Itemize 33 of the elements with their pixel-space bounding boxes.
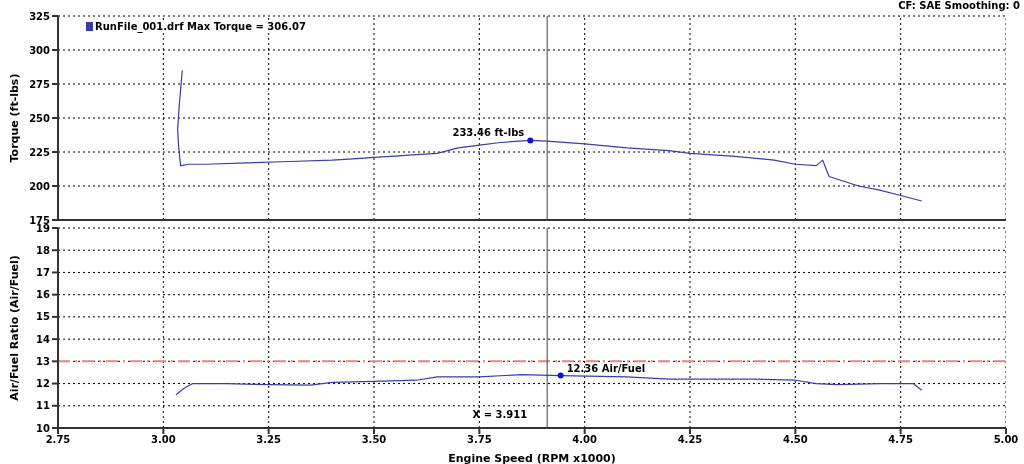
x-tick-label: 3.00 [150,434,176,446]
y-tick-label: 15 [36,311,51,323]
x-tick-label: 3.50 [361,434,387,446]
y-tick-label: 250 [29,112,51,124]
x-tick-label: 4.50 [782,434,808,446]
y-tick-label: 10 [36,422,51,434]
x-tick-label: 2.75 [45,434,71,446]
y-tick-label: 17 [36,266,51,278]
text: CF: SAE Smoothing: 0 [898,0,1020,11]
y-tick-label: 16 [36,289,51,301]
annotation: 12.36 Air/Fuel [566,362,646,374]
y-tick-label: 275 [29,78,51,90]
y-tick-label: 14 [36,333,51,345]
legend-label: RunFile_001.drf Max Torque = 306.07 [86,21,306,32]
x-tick-label: 3.75 [466,434,492,446]
annotation: 233.46 ft-lbs [452,127,525,139]
x-tick-label: 3.25 [256,434,282,446]
y-tick-label: 200 [29,180,51,192]
y-axis-title: Torque (ft-lbs) [7,73,21,163]
x-tick-label: 4.75 [888,434,914,446]
y-tick-label: 18 [36,244,51,256]
x-tick-label: 4.25 [677,434,703,446]
y-axis-title: Air/Fuel Ratio (Air/Fuel) [7,255,21,401]
ref-line-label: X = 3.911 [472,409,528,420]
y-tick-label: 13 [36,355,51,367]
y-tick-label: 325 [29,10,51,22]
x-axis-title: Engine Speed (RPM x1000) [448,452,616,464]
y-tick-label: 300 [29,44,51,56]
y-tick-label: 12 [36,378,51,390]
y-tick-label: 11 [36,400,51,412]
y-tick-label: 225 [29,146,51,158]
x-tick-label: 4.00 [572,434,598,446]
x-tick-label: 5.00 [993,434,1019,446]
